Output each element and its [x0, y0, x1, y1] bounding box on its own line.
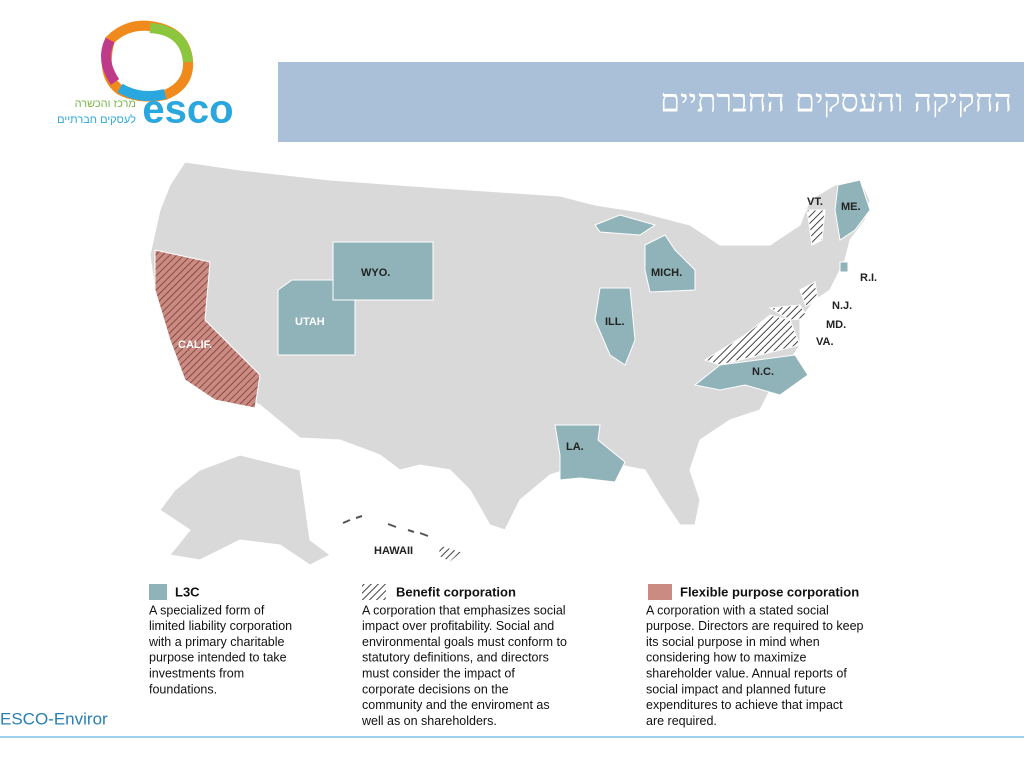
state-label: VT.: [807, 196, 823, 208]
us-map: [149, 161, 871, 566]
legend-description: well as on shareholders.: [361, 714, 497, 728]
state-label: ILL.: [605, 316, 625, 328]
legend-title: Benefit corporation: [396, 584, 516, 599]
state-label: WYO.: [361, 267, 390, 279]
legend-title: L3C: [175, 584, 200, 599]
legend-description: corporate decisions on the: [362, 682, 509, 696]
legend-swatch: [149, 584, 167, 600]
legend-swatch: [648, 584, 672, 600]
state-label: R.I.: [860, 272, 877, 284]
legend-description: investments from: [149, 666, 244, 680]
legend-description: with a primary charitable: [148, 635, 285, 649]
legend-description: environmental goals must conform to: [362, 635, 567, 649]
logo-tagline: לעסקים חברתיים: [57, 113, 136, 126]
legend-description: must consider the impact of: [362, 666, 515, 680]
legend-title: Flexible purpose corporation: [680, 584, 859, 599]
state-label: CALIF.: [178, 339, 212, 351]
logo-tagline: מרכז והכשרה: [75, 98, 136, 110]
legend-description: considering how to maximize: [646, 651, 807, 665]
legend-description: statutory definitions, and directors: [362, 651, 549, 665]
legend-description: impact over profitability. Social and: [362, 619, 554, 633]
legend-description: social impact and planned future: [646, 682, 826, 696]
logo: esco מרכז והכשרה לעסקים חברתיים: [57, 20, 234, 132]
state-label: N.J.: [832, 300, 852, 312]
legend-description: its social purpose in mind when: [646, 635, 820, 649]
state-label: HAWAII: [374, 545, 413, 557]
legend-description: foundations.: [149, 682, 217, 696]
legend-description: purpose. Directors are required to keep: [646, 619, 864, 633]
legend-description: community and the enviroment as: [362, 698, 550, 712]
legend-description: A specialized form of: [149, 603, 265, 617]
state-label: MD.: [826, 319, 846, 331]
legend-description: limited liability corporation: [149, 619, 292, 633]
state-label: N.C.: [752, 366, 774, 378]
footer-text: ESCO-Enviror: [0, 709, 108, 728]
state-label: LA.: [566, 441, 584, 453]
legend-swatch: [362, 584, 386, 600]
header-title: החקיקה והעסקים החברתיים: [660, 82, 1012, 120]
legend-description: A corporation with a stated social: [646, 603, 829, 617]
legend-description: shareholder value. Annual reports of: [646, 666, 847, 680]
header-bar: [278, 62, 1024, 142]
legend-description: expenditures to achieve that impact: [646, 698, 843, 712]
legend-description: purpose intended to take: [149, 651, 287, 665]
legend-description: A corporation that emphasizes social: [362, 603, 566, 617]
state-label: VA.: [816, 336, 834, 348]
state-label: UTAH: [295, 316, 325, 328]
hawaii-islands: [342, 515, 429, 537]
state-label: MICH.: [651, 267, 682, 279]
logo-brand: esco: [142, 88, 233, 132]
state-label: ME.: [841, 201, 861, 213]
legend-description: are required.: [646, 714, 717, 728]
